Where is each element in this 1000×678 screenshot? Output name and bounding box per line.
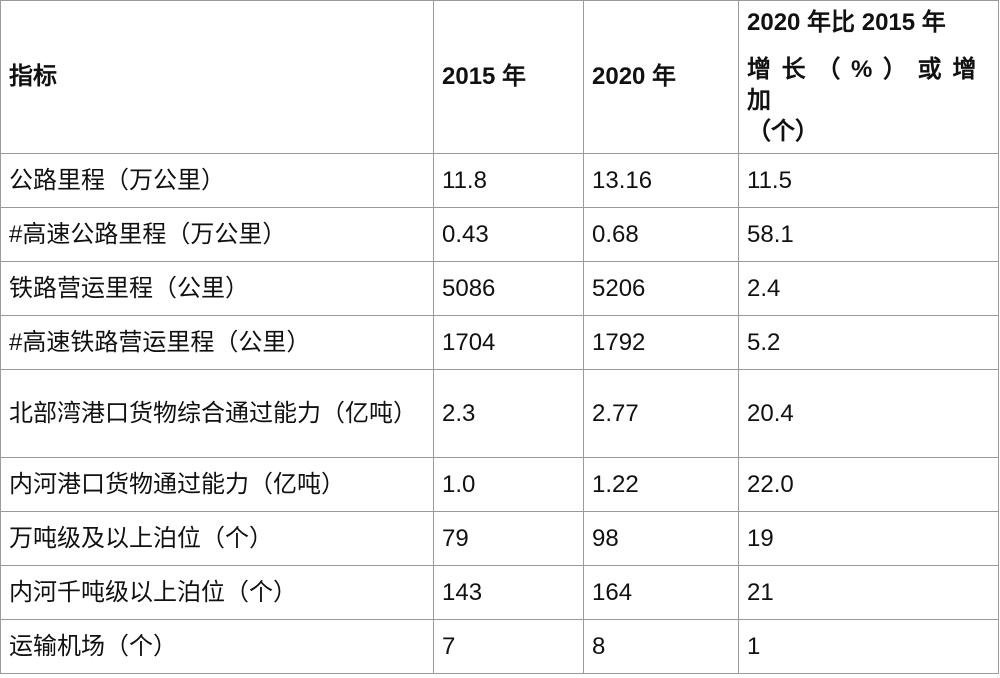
cell-2020: 8 — [583, 619, 739, 674]
cell-2015: 11.8 — [433, 153, 584, 208]
cell-2015: 79 — [433, 511, 584, 566]
cell-2015: 2.3 — [433, 369, 584, 458]
cell-2020: 13.16 — [583, 153, 739, 208]
cell-2015: 5086 — [433, 261, 584, 316]
cell-growth: 2.4 — [738, 261, 999, 316]
header-growth-line3: （个） — [747, 118, 819, 146]
cell-2015: 7 — [433, 619, 584, 674]
cell-2020: 164 — [583, 565, 739, 620]
table-row: 内河千吨级以上泊位（个） 143 164 21 — [0, 565, 999, 620]
header-2020: 2020 年 — [583, 0, 739, 154]
cell-indicator: 万吨级及以上泊位（个） — [0, 511, 434, 566]
cell-indicator: 内河千吨级以上泊位（个） — [0, 565, 434, 620]
cell-2015: 1704 — [433, 315, 584, 370]
cell-2020: 1.22 — [583, 457, 739, 512]
cell-indicator: 铁路营运里程（公里） — [0, 261, 434, 316]
cell-growth: 11.5 — [738, 153, 999, 208]
cell-growth: 21 — [738, 565, 999, 620]
cell-2020: 5206 — [583, 261, 739, 316]
cell-growth: 22.0 — [738, 457, 999, 512]
table-header: 指标 2015 年 2020 年 2020 年比 2015 年 增 长 （ % … — [0, 0, 999, 154]
header-row: 指标 2015 年 2020 年 2020 年比 2015 年 增 长 （ % … — [0, 0, 999, 154]
table-row: #高速公路里程（万公里） 0.43 0.68 58.1 — [0, 207, 999, 262]
header-2015: 2015 年 — [433, 0, 584, 154]
table-row: #高速铁路营运里程（公里） 1704 1792 5.2 — [0, 315, 999, 370]
cell-2020: 98 — [583, 511, 739, 566]
cell-2020: 2.77 — [583, 369, 739, 458]
cell-growth: 20.4 — [738, 369, 999, 458]
cell-2015: 1.0 — [433, 457, 584, 512]
table-body: 公路里程（万公里） 11.8 13.16 11.5 #高速公路里程（万公里） 0… — [0, 153, 999, 674]
cell-indicator: 北部湾港口货物综合通过能力（亿吨） — [0, 369, 434, 458]
cell-2015: 0.43 — [433, 207, 584, 262]
cell-2020: 1792 — [583, 315, 739, 370]
cell-indicator: 运输机场（个） — [0, 619, 434, 674]
cell-growth: 58.1 — [738, 207, 999, 262]
table-row: 北部湾港口货物综合通过能力（亿吨） 2.3 2.77 20.4 — [0, 369, 999, 458]
table-row: 万吨级及以上泊位（个） 79 98 19 — [0, 511, 999, 566]
header-growth-line1: 2020 年比 2015 年 — [747, 8, 946, 36]
cell-growth: 5.2 — [738, 315, 999, 370]
header-growth-line2: 增 长 （ % ） 或 增 加 — [747, 55, 979, 114]
header-growth: 2020 年比 2015 年 增 长 （ % ） 或 增 加 （个） — [738, 0, 999, 154]
table-row: 铁路营运里程（公里） 5086 5206 2.4 — [0, 261, 999, 316]
table-row: 内河港口货物通过能力（亿吨） 1.0 1.22 22.0 — [0, 457, 999, 512]
cell-2020: 0.68 — [583, 207, 739, 262]
cell-growth: 1 — [738, 619, 999, 674]
cell-indicator: #高速公路里程（万公里） — [0, 207, 434, 262]
table-row: 运输机场（个） 7 8 1 — [0, 619, 999, 674]
cell-growth: 19 — [738, 511, 999, 566]
cell-indicator: #高速铁路营运里程（公里） — [0, 315, 434, 370]
header-indicator: 指标 — [0, 0, 434, 154]
cell-indicator: 内河港口货物通过能力（亿吨） — [0, 457, 434, 512]
table-row: 公路里程（万公里） 11.8 13.16 11.5 — [0, 153, 999, 208]
cell-2015: 143 — [433, 565, 584, 620]
cell-indicator: 公路里程（万公里） — [0, 153, 434, 208]
